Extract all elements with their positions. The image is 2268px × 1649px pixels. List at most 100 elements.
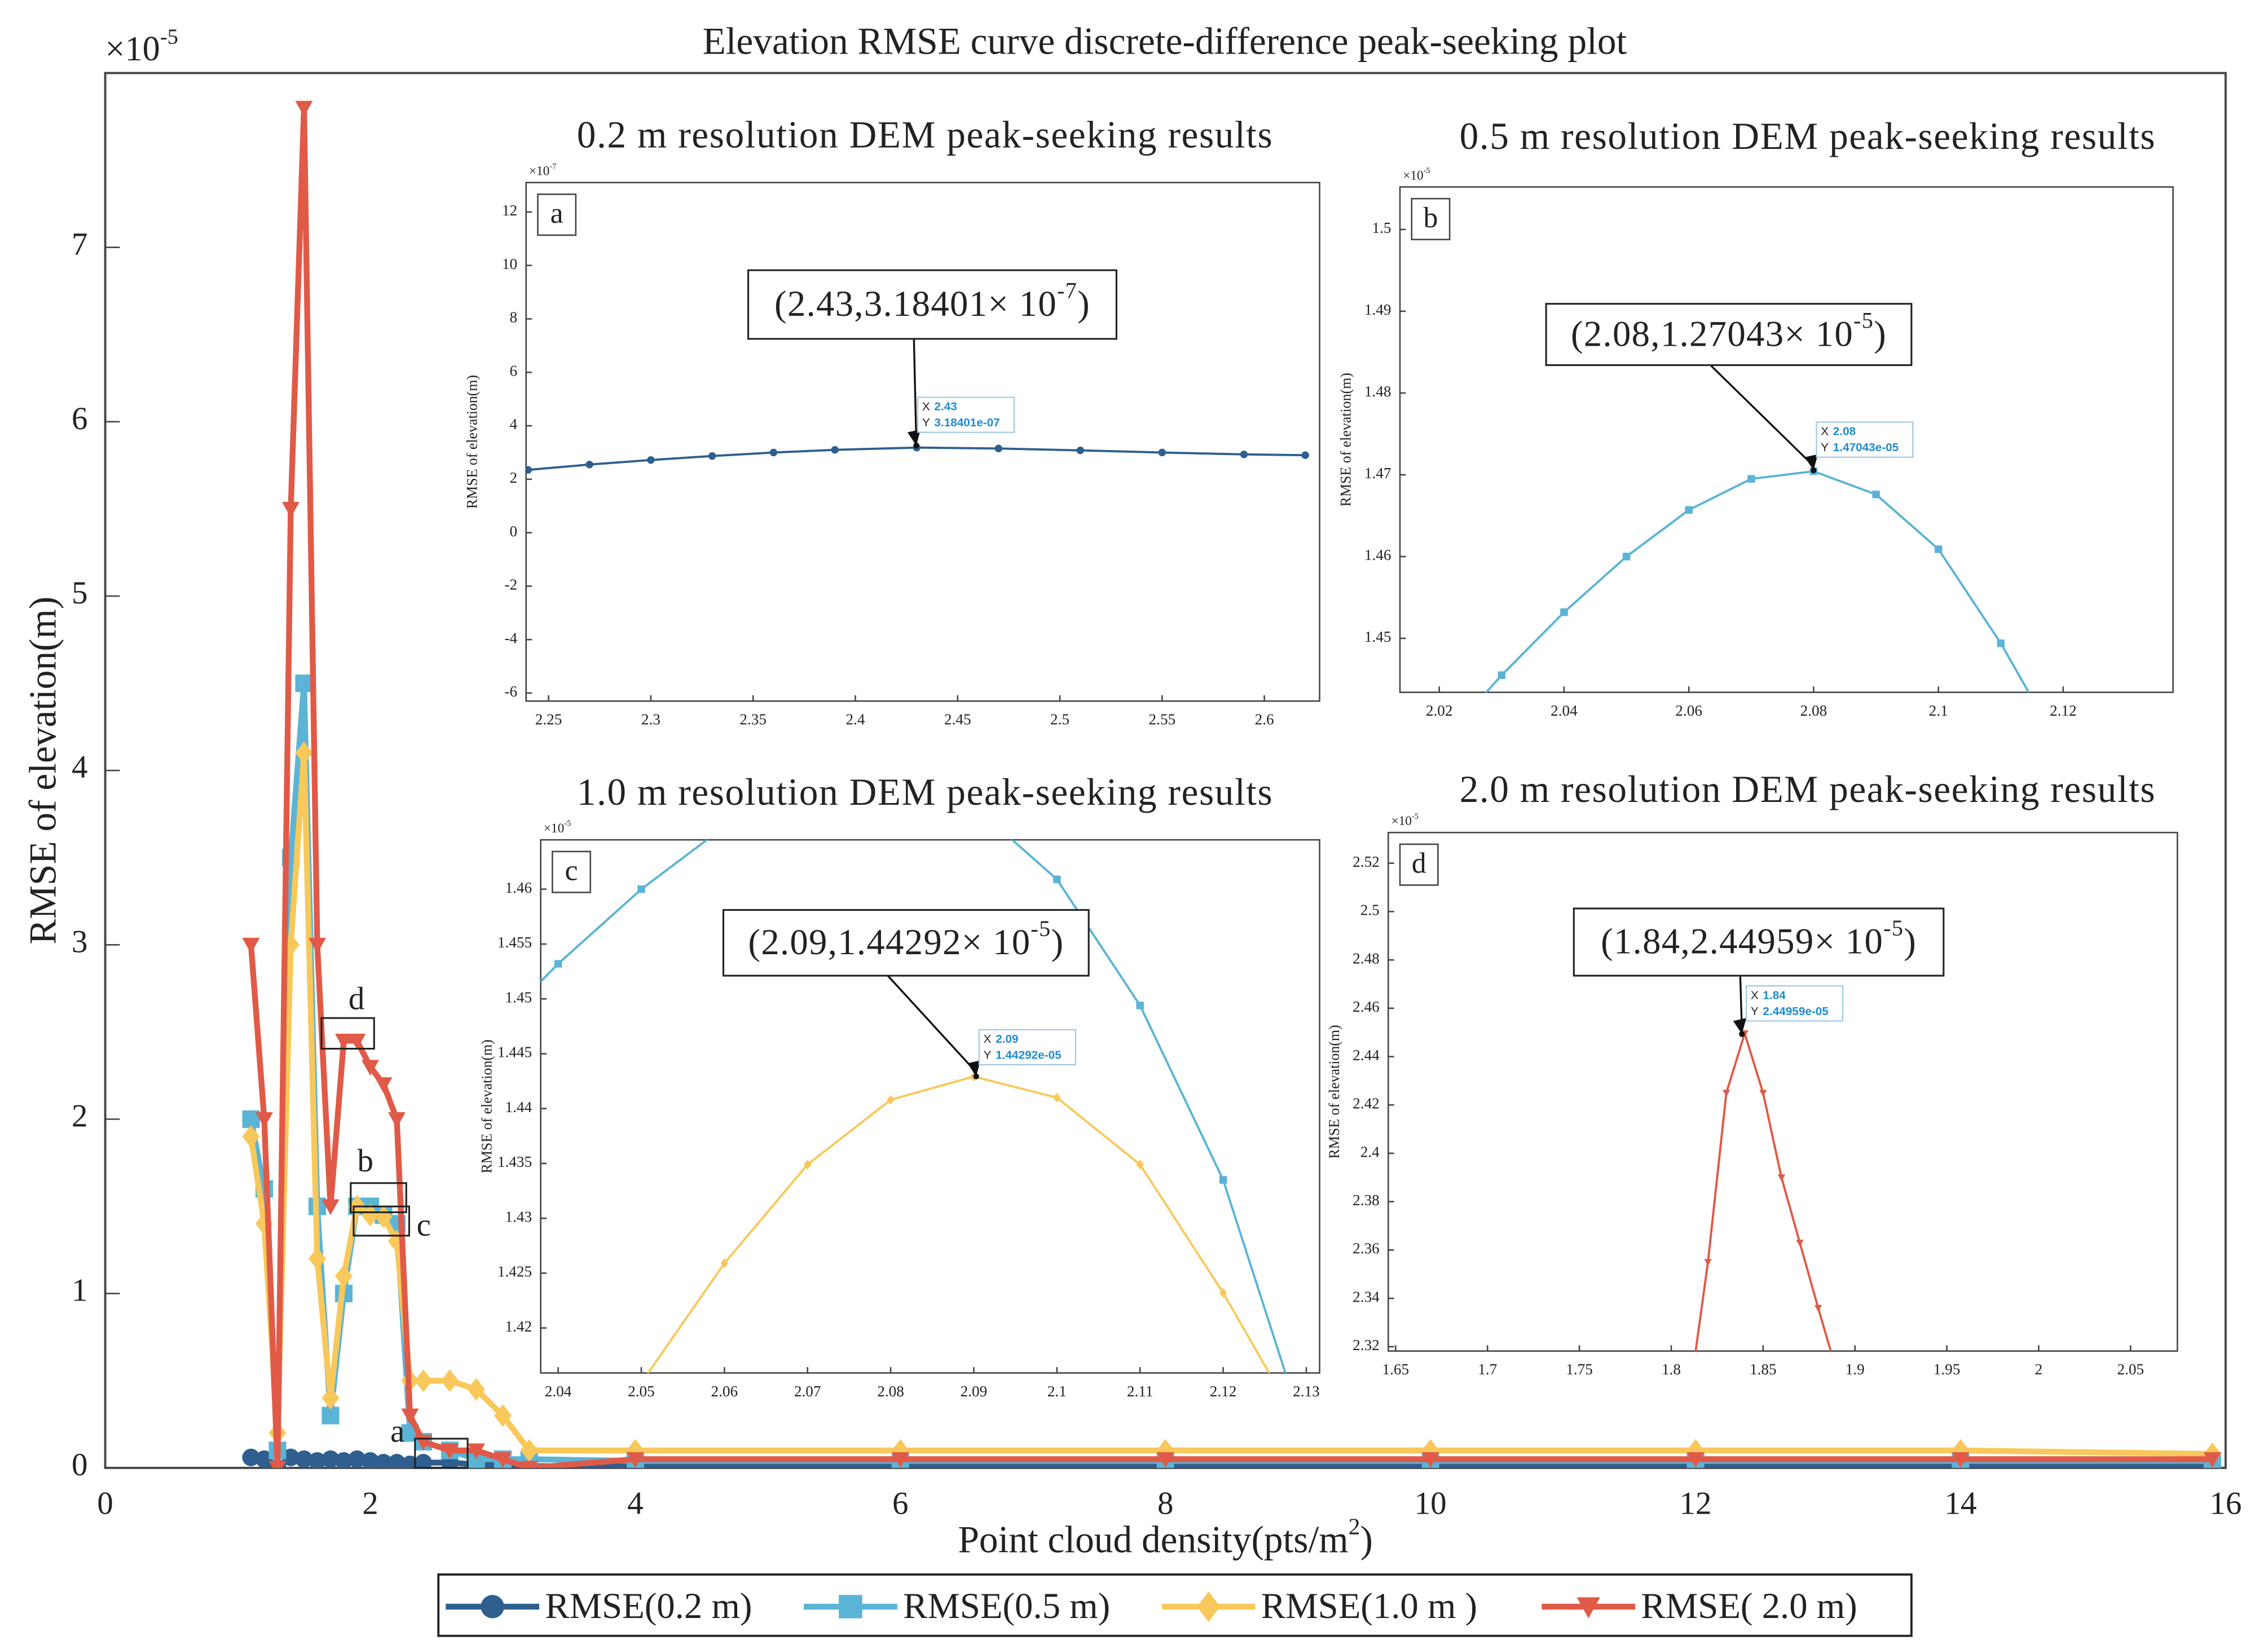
plot-content [526,443,1309,474]
annotation: (2.43,3.18401× 10-7) [774,277,1090,324]
datatip-label: X [922,400,930,413]
y-tick-label: 1.49 [1364,301,1391,318]
datatip-label: X [984,1033,992,1046]
datatip-text: Y 2.44959e-05 [1751,1005,1829,1018]
axis-multiplier: ×10-5 [1391,812,1418,828]
marker [1622,553,1631,561]
marker [375,1077,393,1094]
legend-label: RMSE(0.2 m) [545,1586,752,1626]
marker [308,937,327,954]
marker [334,1264,353,1288]
x-tick-label: 2.12 [1210,1383,1237,1400]
marker [255,1450,274,1468]
datatip [978,1029,1076,1066]
x-tick-label: 2.5 [1050,711,1069,728]
x-tick-label: 1.7 [1478,1361,1497,1378]
y-tick-label: 1.435 [497,1153,532,1170]
marker [1136,1002,1144,1009]
y-tick-label: 1.46 [1364,546,1391,563]
marker [467,1443,485,1460]
x-tick-label: 14 [1944,1485,1976,1521]
x-tick-label: 16 [2209,1485,2241,1521]
marker [387,1454,406,1468]
y-tick-label: 2 [510,469,518,486]
x-tick-label: 0 [97,1485,113,1521]
arrow-head [967,1060,981,1077]
x-tick-label: 2.08 [1800,702,1827,719]
datatip-point [913,442,919,449]
marker [322,1406,340,1425]
marker [242,1448,260,1466]
axis-multiplier: ×10-5 [544,819,571,836]
text-part: (2.09,1.44292× 10 [748,922,1030,963]
marker [322,1199,340,1215]
marker [295,1450,313,1468]
marker [494,1404,512,1427]
y-axis-label: RMSE of elevation(m) [478,1039,495,1173]
y-tick-label: 2.4 [1360,1143,1380,1160]
zoom-box [320,1017,375,1050]
axis-multiplier: ×10-5 [1403,166,1430,183]
y-tick-label: 2.44 [1353,1047,1380,1064]
panel-letter: c [565,855,578,887]
marker [387,1112,406,1128]
marker [295,742,313,765]
y-tick-label: 2.46 [1353,998,1380,1015]
y-tick-label: 0 [510,523,518,540]
marker [1219,1288,1227,1298]
x-tick-label: 2 [2035,1361,2043,1378]
datatip-label: Y [1821,442,1829,455]
x-tick-label: 2.1 [1929,702,1948,719]
marker [891,1452,909,1468]
y-tick-label: 2.42 [1353,1095,1380,1112]
x-tick-label: 2.02 [1426,702,1453,719]
annotation: (1.84,2.44959× 10-5) [1601,915,1917,962]
superscript: -5 [1853,308,1874,333]
zoom-box-label: d [349,981,364,1017]
x-tick-label: 8 [1157,1485,1173,1521]
y-axis-label: RMSE of elevation(m) [1326,1025,1342,1158]
text-part: (1.84,2.44959× 10 [1601,922,1883,962]
y-tick-label: 1.445 [497,1044,532,1061]
marker [268,1461,287,1468]
datatip-value: 2.08 [1833,425,1856,438]
annotation-arrow [887,975,977,1073]
marker [361,1060,380,1076]
superscript: -5 [1412,812,1419,821]
y-tick-label: 1.42 [505,1318,532,1335]
y-tick-label: 1.48 [1364,383,1391,400]
x-tick-label: 1.95 [1934,1361,1961,1378]
y-tick-label: 2 [72,1099,87,1134]
panel-letter: d [1412,848,1426,880]
annotation-box [1545,303,1913,367]
series-line [1694,1029,1832,1351]
marker [1196,1591,1221,1622]
x-tick-label: 2.55 [1149,711,1176,728]
y-tick-label: 0 [72,1447,87,1483]
x-tick-label: 10 [1415,1485,1447,1521]
inset-title: 0.5 m resolution DEM peak-seeking result… [1460,115,2156,157]
text-part: ×10 [544,821,564,836]
datatip-text: X 2.43 [922,400,957,413]
marker [1934,545,1943,553]
superscript: 2 [1349,1514,1360,1540]
marker [526,466,532,474]
marker [2203,1452,2221,1468]
datatip-text: X 2.08 [1821,425,1856,438]
x-tick-label: 2.35 [739,711,767,728]
x-tick-label: 2.08 [877,1383,904,1400]
x-tick-label: 6 [892,1485,908,1521]
marker [554,960,562,968]
datatip-value: 1.84 [1763,989,1786,1002]
marker [467,1378,485,1401]
x-tick-label: 2.07 [794,1383,821,1400]
text-part: ) [1077,284,1090,324]
series-line [528,446,1306,471]
y-tick-label: 2.34 [1353,1288,1380,1305]
x-tick-label: 2.6 [1255,711,1274,728]
marker [520,1461,538,1468]
superscript: -5 [160,25,178,48]
marker [375,1454,393,1468]
annotation-arrow [1710,364,1815,467]
datatip [1746,985,1844,1022]
